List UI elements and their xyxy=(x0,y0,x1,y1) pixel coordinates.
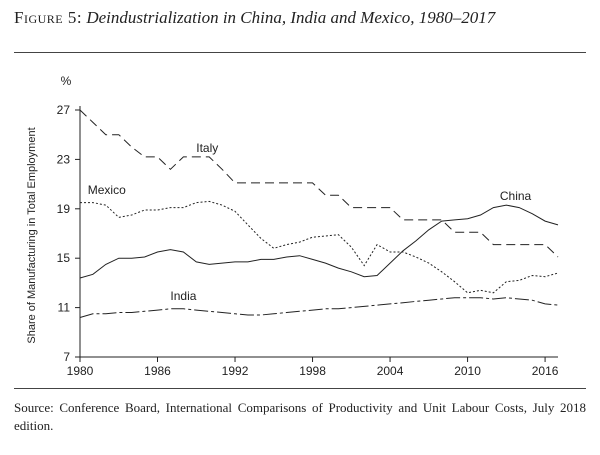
y-unit-label: % xyxy=(61,74,72,88)
figure-title: Figure 5: Deindustrialization in China, … xyxy=(14,8,586,28)
series-line-mexico xyxy=(80,200,559,294)
bottom-rule xyxy=(14,388,586,389)
x-tick-label: 1992 xyxy=(222,364,249,378)
x-tick-label: 2004 xyxy=(377,364,404,378)
series-label-india: India xyxy=(170,289,196,303)
series-line-china xyxy=(79,204,559,279)
y-tick-label: 23 xyxy=(57,152,71,166)
x-tick-label: 1980 xyxy=(67,364,94,378)
figure-name: Deindustrialization in China, India and … xyxy=(86,8,496,27)
y-tick-label: 15 xyxy=(57,251,71,265)
y-tick-label: 27 xyxy=(57,103,71,117)
series-line-italy xyxy=(79,109,559,258)
y-tick-label: 11 xyxy=(58,301,71,315)
y-tick-label: 7 xyxy=(63,350,70,364)
y-axis-title: Share of Manufacturing in Total Employme… xyxy=(26,127,38,343)
figure-label: Figure 5: xyxy=(14,8,83,27)
x-tick-label: 2010 xyxy=(454,364,481,378)
x-tick-label: 2016 xyxy=(532,364,559,378)
y-tick-label: 19 xyxy=(57,202,71,216)
x-tick-label: 1986 xyxy=(144,364,171,378)
source-note: Source: Conference Board, International … xyxy=(14,400,586,433)
line-chart: 7 11 15 19 23 27% 1980 1986 1992 1998 2004 2010 2016… xyxy=(26,74,559,378)
series-line-india xyxy=(79,297,559,318)
series-label-mexico: Mexico xyxy=(88,183,126,197)
series-label-china: China xyxy=(500,189,532,203)
x-tick-label: 1998 xyxy=(299,364,326,378)
top-rule xyxy=(14,52,586,53)
series-label-italy: Italy xyxy=(196,141,218,155)
